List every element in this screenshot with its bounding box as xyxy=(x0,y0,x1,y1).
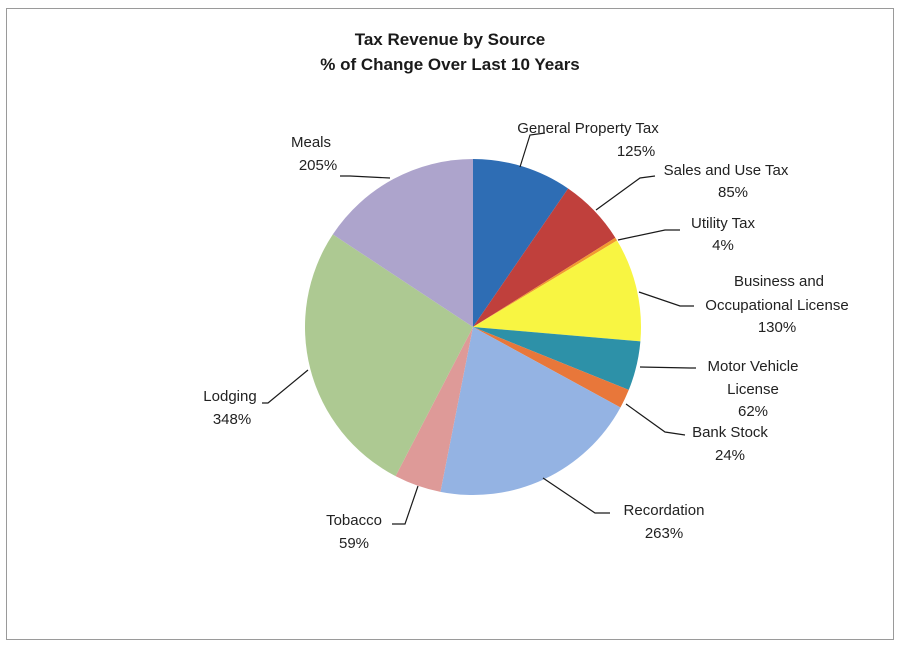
pie-slices xyxy=(304,158,642,496)
pie-slice-lodging xyxy=(304,234,473,477)
pie-slice-utility-tax xyxy=(473,237,618,327)
slice-category-label: Bank Stock xyxy=(692,424,768,441)
slice-value-label: 348% xyxy=(213,411,251,428)
chart-title: Tax Revenue by Source xyxy=(354,30,546,49)
leader-lines xyxy=(262,132,696,525)
leader-line xyxy=(595,175,656,211)
slice-value-label: 205% xyxy=(299,157,337,174)
slice-value-label: 130% xyxy=(758,319,796,336)
leader-line xyxy=(542,477,610,514)
slice-category-label: Motor Vehicle xyxy=(708,358,799,375)
slice-category-label: General Property Tax xyxy=(517,120,659,137)
slice-category-label: Business and xyxy=(734,273,824,290)
slice-category-label: Meals xyxy=(291,134,331,151)
slice-value-label: 59% xyxy=(339,535,369,552)
slice-value-label: 4% xyxy=(712,237,734,254)
pie-slice-bank-stock xyxy=(473,327,629,408)
slice-value-label: 85% xyxy=(718,184,748,201)
leader-line xyxy=(262,369,309,404)
pie-slice-recordation xyxy=(440,327,621,496)
slice-value-label: 24% xyxy=(715,447,745,464)
pie-slice-tobacco xyxy=(395,327,473,492)
slice-category-label: License xyxy=(727,381,779,398)
slice-category-label: Lodging xyxy=(203,388,256,405)
slice-category-label: Occupational License xyxy=(705,297,848,314)
leader-line xyxy=(639,366,696,369)
slice-category-label: Utility Tax xyxy=(691,215,755,232)
leader-line xyxy=(625,403,686,436)
chart-subtitle: % of Change Over Last 10 Years xyxy=(320,55,580,74)
leader-line xyxy=(638,291,694,307)
slice-value-label: 62% xyxy=(738,403,768,420)
pie-slice-general-property-tax xyxy=(473,159,569,327)
pie-slice-meals xyxy=(332,158,473,327)
pie-slice-motor-vehicle-license xyxy=(473,327,641,390)
slice-category-label: Recordation xyxy=(624,502,705,519)
slice-labels: General Property Tax 125% Sales and Use Ta… xyxy=(203,120,848,552)
slice-value-label: 125% xyxy=(617,143,655,160)
slice-category-label: Sales and Use Tax xyxy=(664,162,789,179)
leader-line xyxy=(392,485,419,525)
pie-slice-sales-and-use-tax xyxy=(473,188,616,327)
leader-line xyxy=(617,229,680,241)
pie-slice-business-and-occupational-license xyxy=(473,240,642,342)
leader-line xyxy=(340,175,391,179)
slice-value-label: 263% xyxy=(645,525,683,542)
leader-line xyxy=(519,132,546,168)
slice-category-label: Tobacco xyxy=(326,512,382,529)
